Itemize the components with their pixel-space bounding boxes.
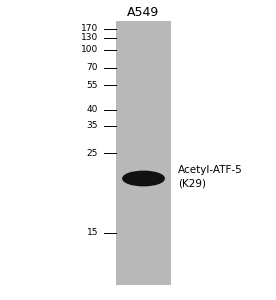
Bar [116,21,171,285]
Text: 40: 40 [87,105,98,114]
Text: A549: A549 [128,5,160,19]
Text: 170: 170 [81,24,98,33]
Text: 100: 100 [81,45,98,54]
Ellipse shape [123,171,164,186]
Text: 70: 70 [86,63,98,72]
Text: 55: 55 [86,81,98,90]
Text: 130: 130 [81,33,98,42]
Text: 25: 25 [87,148,98,158]
Text: Acetyl-ATF-5
(K29): Acetyl-ATF-5 (K29) [178,165,243,189]
Text: 15: 15 [86,228,98,237]
Text: 35: 35 [86,122,98,130]
